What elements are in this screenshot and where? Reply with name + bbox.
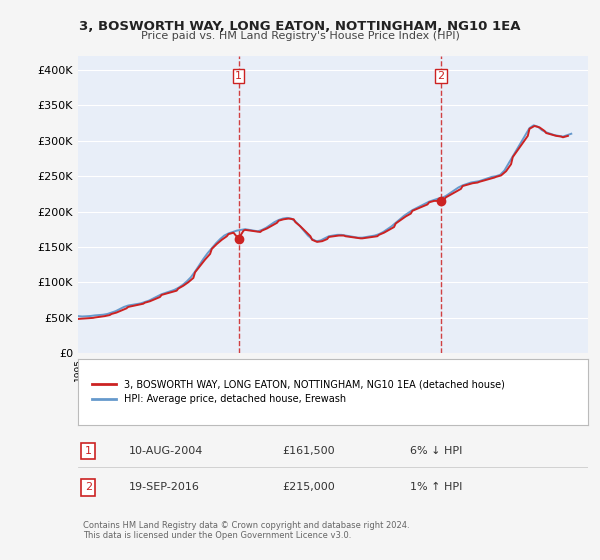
Text: 2: 2 <box>437 71 445 81</box>
Text: 10-AUG-2004: 10-AUG-2004 <box>129 446 203 456</box>
Text: 19-SEP-2016: 19-SEP-2016 <box>129 482 200 492</box>
Text: 1% ↑ HPI: 1% ↑ HPI <box>409 482 462 492</box>
Text: 3, BOSWORTH WAY, LONG EATON, NOTTINGHAM, NG10 1EA: 3, BOSWORTH WAY, LONG EATON, NOTTINGHAM,… <box>79 20 521 32</box>
Legend: 3, BOSWORTH WAY, LONG EATON, NOTTINGHAM, NG10 1EA (detached house), HPI: Average: 3, BOSWORTH WAY, LONG EATON, NOTTINGHAM,… <box>88 375 509 408</box>
Text: 1: 1 <box>85 446 92 456</box>
Text: Price paid vs. HM Land Registry's House Price Index (HPI): Price paid vs. HM Land Registry's House … <box>140 31 460 41</box>
Text: 2: 2 <box>85 482 92 492</box>
Text: Contains HM Land Registry data © Crown copyright and database right 2024.
This d: Contains HM Land Registry data © Crown c… <box>83 521 410 540</box>
Text: £215,000: £215,000 <box>282 482 335 492</box>
Text: 6% ↓ HPI: 6% ↓ HPI <box>409 446 462 456</box>
Text: £161,500: £161,500 <box>282 446 335 456</box>
Text: 1: 1 <box>235 71 242 81</box>
